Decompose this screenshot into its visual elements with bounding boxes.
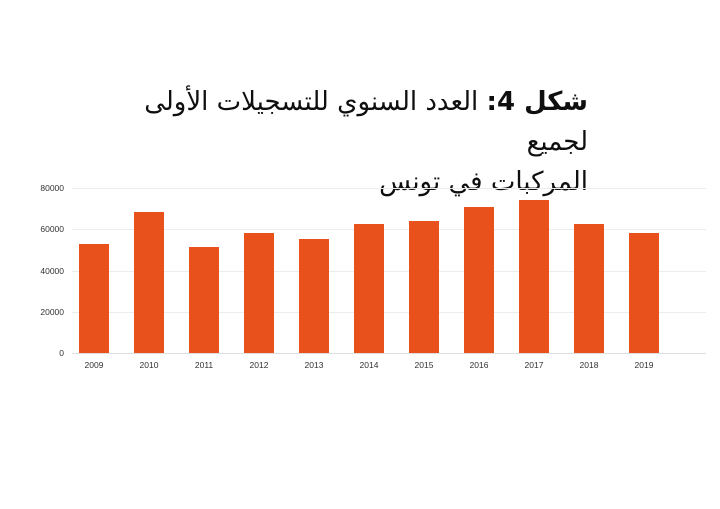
chart-title-line1: شكل 4: العدد السنوي للتسجيلات الأولى لجم… bbox=[128, 82, 588, 162]
x-axis-label: 2015 bbox=[414, 360, 434, 370]
x-axis-label: 2017 bbox=[524, 360, 544, 370]
plot-area: 0 20000 40000 60000 80000 2009 2010 2011 2012 201… bbox=[40, 183, 706, 370]
chart-title-line1-text: العدد السنوي للتسجيلات الأولى لجميع bbox=[144, 87, 588, 157]
x-axis-label: 2009 bbox=[84, 360, 104, 370]
x-axis-label: 2011 bbox=[194, 360, 214, 370]
chart-title-line2: المركبات في تونس bbox=[379, 167, 588, 197]
x-axis-label: 2016 bbox=[469, 360, 489, 370]
figure-label: شكل 4: bbox=[486, 87, 588, 117]
x-axis-label: 2018 bbox=[579, 360, 599, 370]
bar-2017 bbox=[519, 200, 549, 353]
y-axis-label: 40000 bbox=[40, 265, 64, 276]
x-axis-label: 2010 bbox=[139, 360, 159, 370]
bar-2013 bbox=[299, 238, 329, 353]
bar-2012 bbox=[244, 233, 274, 353]
gridline bbox=[72, 229, 706, 231]
bar-2009 bbox=[79, 243, 109, 353]
chart-title: شكل 4: العدد السنوي للتسجيلات الأولى لجم… bbox=[128, 82, 588, 202]
bar-2010 bbox=[134, 211, 164, 353]
bar-2015 bbox=[409, 221, 439, 353]
x-axis-label: 2012 bbox=[249, 360, 269, 370]
y-axis-label: 0 bbox=[59, 348, 64, 358]
gridline bbox=[72, 188, 706, 189]
x-axis-label: 2014 bbox=[359, 360, 379, 370]
gridline bbox=[72, 353, 706, 354]
x-axis-label: 2013 bbox=[304, 360, 324, 370]
y-axis-label: 60000 bbox=[40, 224, 64, 235]
gridline bbox=[72, 311, 706, 313]
gridline bbox=[72, 270, 706, 272]
bar-2011 bbox=[189, 246, 219, 353]
bar-2014 bbox=[354, 224, 384, 353]
y-axis-label: 80000 bbox=[40, 183, 64, 193]
bar-2019 bbox=[629, 233, 659, 353]
bar-2018 bbox=[574, 224, 604, 353]
x-axis-label: 2019 bbox=[634, 360, 654, 370]
y-axis-label: 20000 bbox=[40, 306, 64, 317]
bar-2016 bbox=[464, 206, 494, 353]
